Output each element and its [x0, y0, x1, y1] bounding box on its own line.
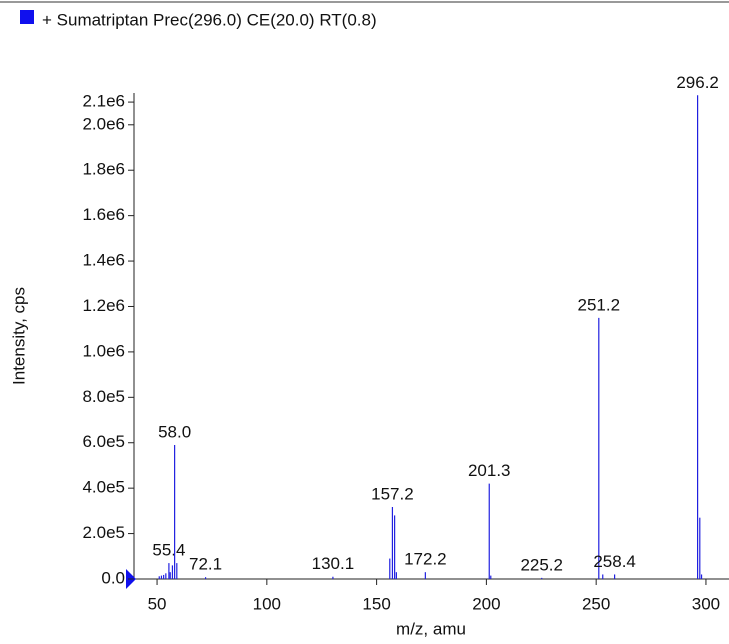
- y-tick-label: 1.0e6: [82, 341, 125, 360]
- y-tick-label: 1.8e6: [82, 160, 125, 179]
- y-tick-label: 2.1e6: [82, 92, 125, 111]
- legend-text: + Sumatriptan Prec(296.0) CE(20.0) RT(0.…: [42, 10, 377, 29]
- y-tick-label: 1.6e6: [82, 205, 125, 224]
- peak-label: 157.2: [371, 484, 414, 503]
- peak-label: 296.2: [676, 73, 719, 92]
- x-tick-label: 250: [582, 594, 610, 613]
- peak-label: 130.1: [312, 554, 355, 573]
- x-tick-label: 100: [253, 594, 281, 613]
- y-axis-label: Intensity, cps: [9, 287, 28, 385]
- x-tick-label: 200: [472, 594, 500, 613]
- x-tick-label: 150: [362, 594, 390, 613]
- y-tick-label: 4.0e5: [82, 478, 125, 497]
- y-tick-label: 1.2e6: [82, 296, 125, 315]
- x-tick-label: 300: [692, 594, 720, 613]
- peak-label: 72.1: [189, 555, 222, 574]
- peak-label: 225.2: [520, 555, 563, 574]
- peak-label: 201.3: [468, 461, 511, 480]
- legend-swatch: [20, 10, 34, 24]
- peak-label: 258.4: [593, 552, 636, 571]
- y-tick-label: 8.0e5: [82, 387, 125, 406]
- y-tick-label: 2.0e6: [82, 114, 125, 133]
- y-tick-label: 6.0e5: [82, 432, 125, 451]
- peak-label: 55.4: [152, 541, 185, 560]
- peak-label: 58.0: [158, 422, 191, 441]
- peak-label: 251.2: [578, 295, 621, 314]
- y-tick-label: 2.0e5: [82, 523, 125, 542]
- x-tick-label: 50: [148, 594, 167, 613]
- y-tick-label: 1.4e6: [82, 251, 125, 270]
- peak-label: 172.2: [404, 550, 447, 569]
- x-axis-label: m/z, amu: [396, 619, 466, 638]
- y-tick-label: 0.0: [101, 568, 125, 587]
